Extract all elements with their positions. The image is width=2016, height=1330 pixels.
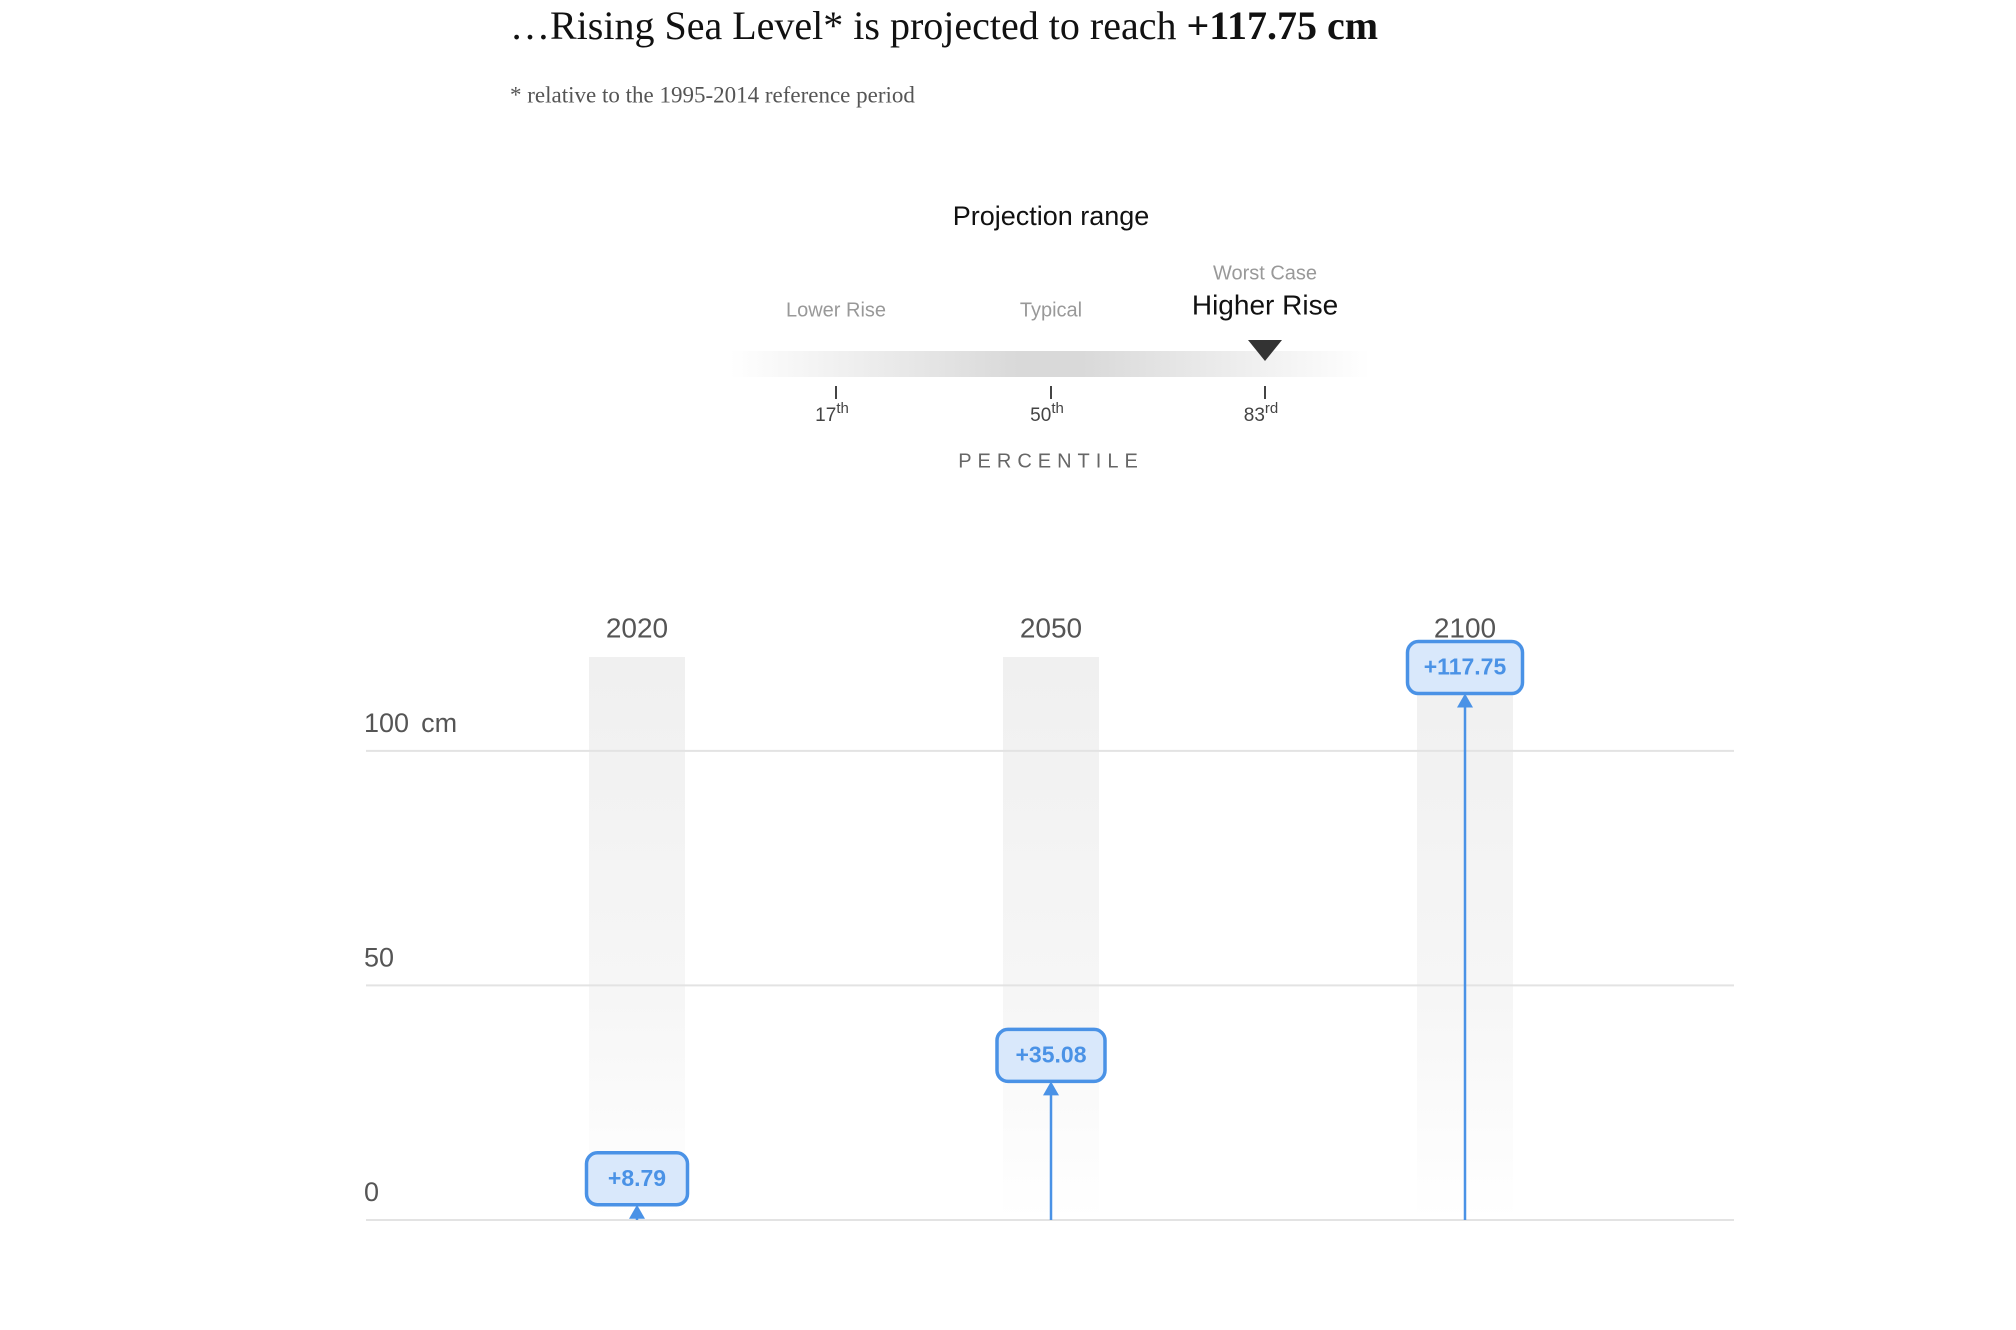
value-label: +8.79 <box>608 1165 666 1191</box>
x-tick-label: 2100 <box>1434 612 1496 643</box>
range-bar <box>730 351 1370 377</box>
range-option[interactable]: Higher Rise Worst Case 83rd <box>1192 262 1338 426</box>
percentile-number: 17 <box>815 405 836 426</box>
title: …Rising Sea Level* is projected to reach… <box>510 3 1378 48</box>
percentile-text: 17th <box>815 400 849 426</box>
option-label: Typical <box>1020 299 1082 321</box>
range-option[interactable]: Lower Rise 17th <box>786 299 886 426</box>
x-tick-label: 2050 <box>1020 612 1082 643</box>
value-label: +117.75 <box>1424 654 1507 680</box>
option-label: Lower Rise <box>786 299 886 321</box>
percentile-number: 50 <box>1030 405 1051 426</box>
arrow-head <box>629 1204 645 1219</box>
percentile-suffix: th <box>1051 400 1064 417</box>
y-tick-value: 100 <box>364 708 409 738</box>
value-box <box>1405 639 1525 696</box>
value-box <box>995 1027 1107 1084</box>
column-background <box>589 657 685 1220</box>
percentile-number: 83 <box>1244 405 1265 426</box>
option-label: Higher Rise <box>1192 289 1338 320</box>
title-text: …Rising Sea Level* is projected to reach <box>510 3 1176 48</box>
value-label: +35.08 <box>1016 1041 1087 1067</box>
range-title: Projection range <box>953 201 1150 231</box>
arrow-head <box>1043 1081 1059 1096</box>
title-highlight: +117.75 cm <box>1186 3 1378 48</box>
footnote: * relative to the 1995-2014 reference pe… <box>510 82 915 107</box>
percentile-suffix: th <box>836 400 849 417</box>
value-box <box>584 1151 690 1207</box>
y-tick-value: 0 <box>364 1177 379 1207</box>
y-tick-label: 100 cm <box>364 708 457 738</box>
percentile-suffix: rd <box>1265 400 1278 417</box>
selected-marker <box>1248 340 1282 361</box>
percentile-text: 50th <box>1030 400 1064 426</box>
y-unit: cm <box>421 708 457 738</box>
y-tick-label: 50 <box>364 943 394 973</box>
x-tick-label: 2020 <box>606 612 668 643</box>
range-option[interactable]: Typical 50th <box>1020 299 1082 426</box>
y-tick-label: 0 <box>364 1177 379 1207</box>
percentile-text: 83rd <box>1244 400 1278 426</box>
arrow-head <box>1457 693 1473 708</box>
percentile-label: PERCENTILE <box>958 450 1144 472</box>
option-note: Worst Case <box>1213 262 1317 284</box>
y-tick-value: 50 <box>364 943 394 973</box>
